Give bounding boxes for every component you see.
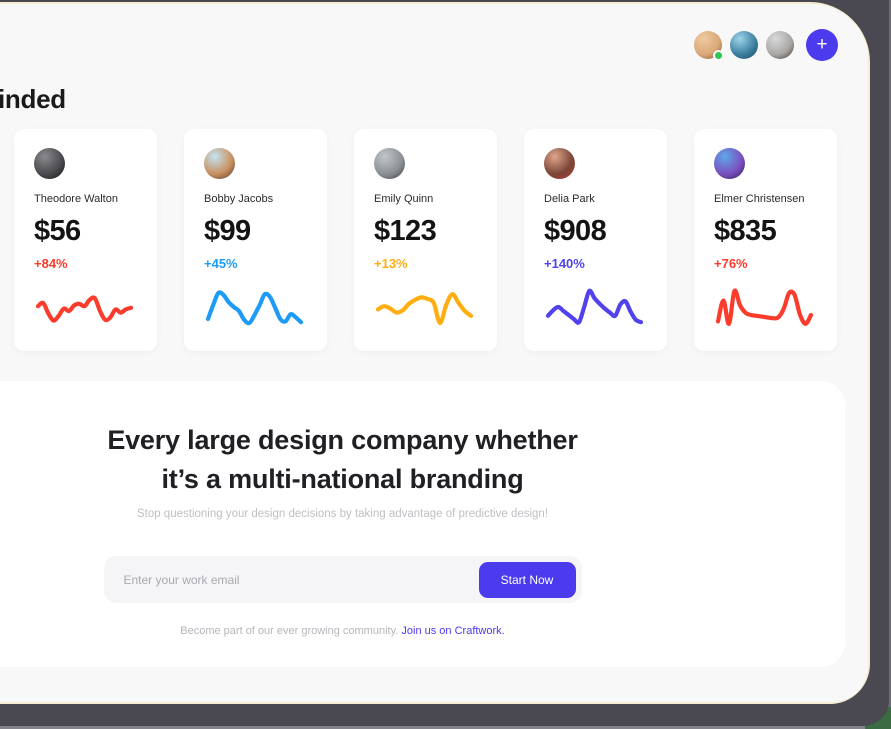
stat-card: Bobby Jacobs $99 +45% — [184, 129, 327, 351]
user-name: Theodore Walton — [34, 193, 118, 205]
stat-value: $123 — [374, 215, 437, 247]
user-avatar — [714, 148, 745, 179]
app-window: + inded Theodore Walton $56 +84% Bobby J… — [0, 4, 868, 702]
sparkline-chart — [205, 290, 304, 326]
stat-cards-row: Theodore Walton $56 +84% Bobby Jacobs $9… — [14, 129, 837, 351]
stat-change: +76% — [714, 256, 748, 271]
stat-change: +140% — [544, 256, 585, 271]
teammate-avatar-1[interactable] — [694, 31, 724, 61]
stat-card: Elmer Christensen $835 +76% — [694, 129, 837, 351]
stat-change: +45% — [204, 256, 238, 271]
add-member-button[interactable]: + — [806, 29, 838, 61]
stat-card: Emily Quinn $123 +13% — [354, 129, 497, 351]
stat-value: $835 — [714, 215, 777, 247]
user-name: Elmer Christensen — [714, 193, 805, 205]
stat-change: +84% — [34, 256, 68, 271]
cta-subtitle: Stop questioning your design decisions b… — [136, 508, 549, 520]
craftwork-link[interactable]: Join us on Craftwork. — [401, 625, 505, 637]
backdrop-bottom-strip — [0, 725, 891, 729]
online-status-dot — [713, 50, 724, 61]
user-name: Delia Park — [544, 193, 595, 205]
cta-title: Every large design company whether it’s … — [0, 421, 845, 499]
stat-card: Delia Park $908 +140% — [524, 129, 667, 351]
sparkline-chart — [375, 292, 474, 326]
start-now-button[interactable]: Start Now — [478, 561, 576, 598]
page-title: inded — [0, 84, 66, 114]
cta-title-line1: Every large design company whether — [107, 425, 578, 455]
stat-value: $908 — [544, 215, 607, 247]
stat-change: +13% — [374, 256, 408, 271]
user-avatar — [374, 148, 405, 179]
stat-value: $99 — [204, 215, 251, 247]
topbar: + — [694, 29, 838, 61]
sparkline-chart — [715, 288, 814, 326]
cta-panel: Every large design company whether it’s … — [0, 381, 845, 667]
teammate-avatar-2[interactable] — [730, 31, 758, 59]
user-avatar — [204, 148, 235, 179]
user-avatar — [544, 148, 575, 179]
stat-value: $56 — [34, 215, 81, 247]
cta-title-line2: it’s a multi-national branding — [161, 464, 524, 494]
cta-footer: Become part of our ever growing communit… — [0, 625, 845, 637]
sparkline-chart — [35, 295, 134, 323]
email-signup-form: Start Now — [103, 556, 582, 603]
email-input[interactable] — [103, 556, 479, 603]
sparkline-chart — [545, 288, 644, 325]
user-name: Bobby Jacobs — [204, 193, 274, 205]
teammate-avatar-3[interactable] — [766, 31, 794, 59]
user-avatar — [34, 148, 65, 179]
stat-card: Theodore Walton $56 +84% — [14, 129, 157, 351]
user-name: Emily Quinn — [374, 193, 434, 205]
cta-footer-text: Become part of our ever growing communit… — [180, 625, 399, 637]
